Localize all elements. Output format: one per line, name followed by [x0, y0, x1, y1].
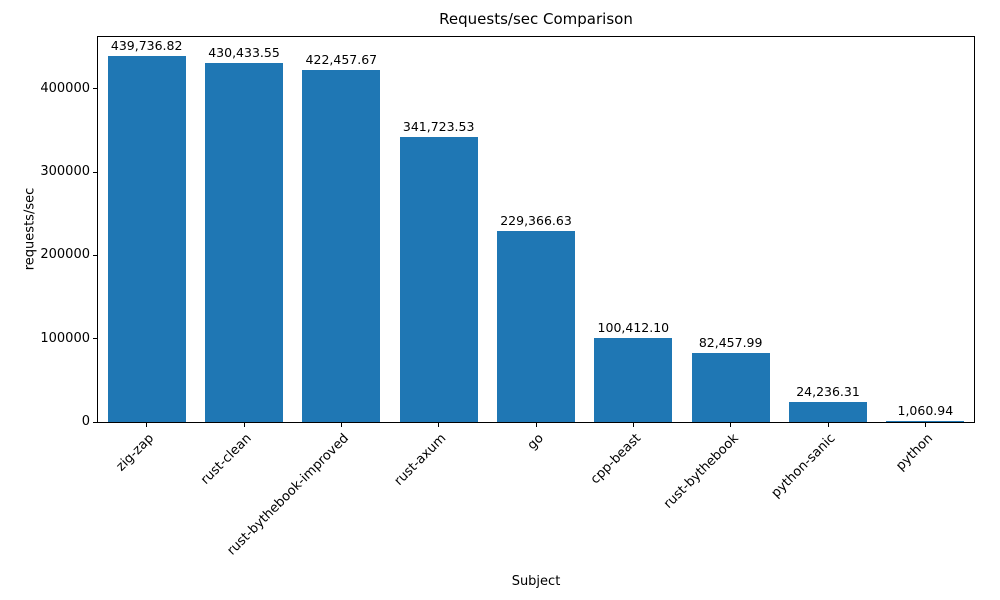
x-tick-mark: [438, 423, 440, 427]
bar-value-label: 430,433.55: [208, 45, 280, 61]
x-tick-label-text: rust-bythebook: [660, 431, 742, 512]
x-tick-mark: [340, 423, 342, 427]
plot-area: 0 100000 200000 300000 400000 439,736.82 zig-z…: [40, 36, 975, 558]
x-tick-mark: [730, 423, 732, 427]
x-tick-mark: [827, 423, 829, 427]
x-tick-label-text: python-sanic: [768, 431, 839, 501]
y-tick-mark: [93, 421, 97, 423]
bar: [594, 338, 673, 422]
x-tick-mark: [243, 423, 245, 427]
x-tick-label-text: zig-zap: [113, 431, 158, 475]
bar-value-label: 422,457.67: [305, 51, 378, 67]
y-tick-mark: [93, 254, 97, 256]
y-axis-label: requests/sec: [22, 187, 38, 271]
x-tick-label-text: go: [524, 431, 547, 454]
bar: [886, 421, 965, 422]
bar-value-label: 82,457.99: [698, 335, 763, 351]
x-tick-mark: [924, 423, 926, 427]
bar-value-label: 229,366.63: [500, 212, 572, 228]
y-tick-label: 0: [81, 414, 90, 429]
y-tick-label: 400000: [40, 80, 90, 96]
y-tick-mark: [93, 88, 97, 90]
bar: [302, 69, 381, 422]
bar-value-label: 341,723.53: [402, 119, 475, 135]
chart-title: Requests/sec Comparison: [439, 10, 633, 28]
y-tick-label: 300000: [40, 164, 90, 179]
bar: [497, 230, 575, 422]
x-tick-label-text: cpp-beast: [587, 431, 644, 488]
x-tick-mark: [146, 423, 148, 427]
x-axis-label: Subject: [511, 574, 561, 589]
y-tick-label: 100000: [40, 330, 90, 346]
bar-value-label: 100,412.10: [597, 320, 670, 336]
bar-value-label: 24,236.31: [796, 383, 860, 399]
y-tick-label: 200000: [40, 247, 90, 263]
bar: [107, 55, 186, 422]
x-tick-label-text: python: [893, 431, 936, 474]
bar: [691, 353, 770, 422]
bar: [205, 63, 283, 422]
y-tick-mark: [93, 338, 97, 340]
bar: [789, 401, 867, 422]
x-tick-label-text: rust-axum: [391, 431, 450, 489]
bar-value-label: 1,060.94: [897, 403, 954, 418]
bar: [399, 137, 478, 422]
x-tick-label-text: rust-clean: [197, 431, 255, 488]
x-tick-mark: [632, 423, 634, 427]
x-tick-mark: [535, 423, 537, 427]
bar-value-label: 439,736.82: [110, 37, 183, 53]
y-tick-mark: [93, 171, 97, 173]
